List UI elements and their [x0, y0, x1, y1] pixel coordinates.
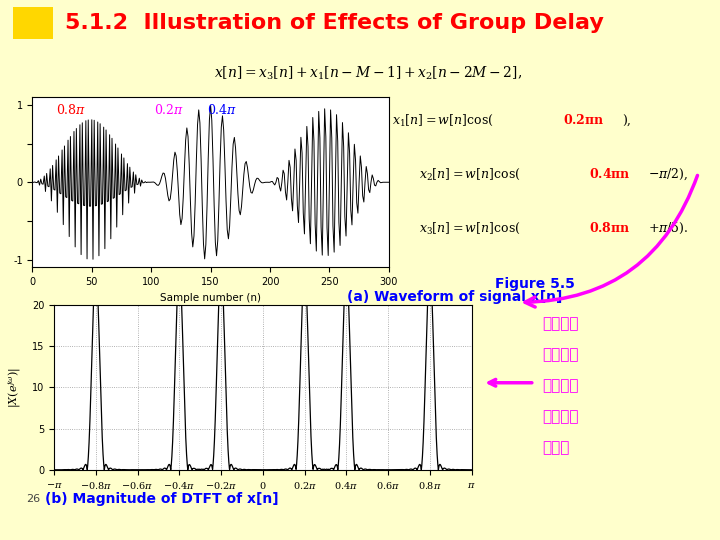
Text: 的卷口: 的卷口 [542, 441, 570, 456]
Text: $\mathbf{0.8\pi n}$: $\mathbf{0.8\pi n}$ [589, 221, 630, 235]
Text: $\mathbf{0.2\pi n}$: $\mathbf{0.2\pi n}$ [563, 113, 604, 126]
Text: 两信号乘: 两信号乘 [542, 316, 578, 331]
Text: $- \pi/2),$: $- \pi/2),$ [648, 167, 688, 183]
Text: $x_3[n] = w[n]\cos($: $x_3[n] = w[n]\cos($ [418, 221, 520, 237]
Text: (b) Magnitude of DTFT of x[n]: (b) Magnitude of DTFT of x[n] [45, 492, 279, 507]
Text: $0.8\pi$: $0.8\pi$ [56, 103, 86, 117]
Text: Figure 5.5: Figure 5.5 [495, 278, 575, 292]
Bar [13, 7, 53, 39]
Text: 是两信号: 是两信号 [542, 379, 578, 394]
X-axis label: Sample number (n): Sample number (n) [160, 293, 261, 302]
Text: $0.2\pi$: $0.2\pi$ [153, 103, 184, 117]
Text: $x[n] = x_3[n] + x_1[n-M-1] + x_2[n-2M-2],$: $x[n] = x_3[n] + x_1[n-M-1] + x_2[n-2M-2… [214, 64, 522, 82]
Text: 26: 26 [26, 495, 40, 504]
Text: $\mathbf{0.4\pi n}$: $\mathbf{0.4\pi n}$ [589, 167, 631, 181]
Text: 各自口口: 各自口口 [542, 409, 578, 424]
Text: $x_1[n] = w[n]\cos($: $x_1[n] = w[n]\cos($ [392, 113, 494, 128]
Text: $x_2[n] = w[n]\cos($: $x_2[n] = w[n]\cos($ [418, 167, 520, 182]
Text: $),$: $),$ [622, 113, 631, 128]
Text: (a) Waveform of signal x[n]: (a) Waveform of signal x[n] [347, 290, 562, 303]
Text: $+ \pi/5).$: $+ \pi/5).$ [648, 221, 688, 236]
Text: $0.4\pi$: $0.4\pi$ [207, 103, 238, 117]
Text: 5.1.2  Illustration of Effects of Group Delay: 5.1.2 Illustration of Effects of Group D… [65, 13, 603, 33]
Y-axis label: $|X(e^{j\omega})|$: $|X(e^{j\omega})|$ [6, 367, 23, 408]
Text: 口的口口: 口的口口 [542, 347, 578, 362]
